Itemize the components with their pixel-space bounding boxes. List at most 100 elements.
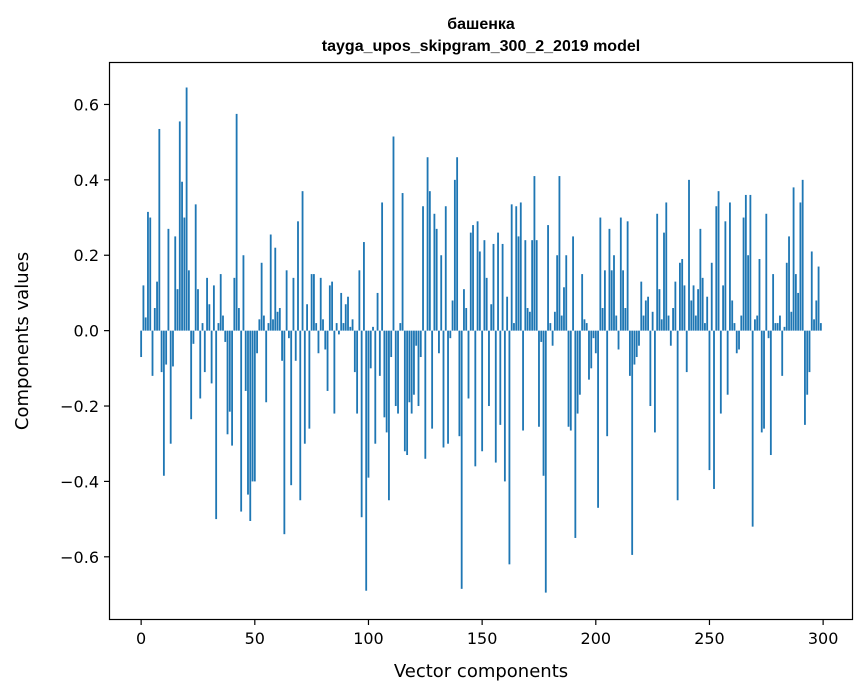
bar bbox=[142, 285, 145, 331]
bar bbox=[267, 323, 270, 331]
bar bbox=[319, 277, 322, 331]
bar bbox=[301, 191, 304, 331]
bar bbox=[656, 213, 659, 331]
bar bbox=[735, 330, 738, 354]
bar bbox=[340, 292, 343, 331]
bar bbox=[647, 296, 649, 331]
bar bbox=[483, 240, 486, 331]
bar bbox=[578, 330, 581, 395]
bar bbox=[253, 330, 256, 482]
bar bbox=[347, 296, 349, 331]
bar bbox=[658, 289, 661, 331]
bar bbox=[626, 221, 629, 331]
bar bbox=[226, 330, 229, 435]
bar bbox=[378, 330, 381, 376]
bar bbox=[310, 274, 313, 331]
bar bbox=[458, 330, 461, 437]
bar bbox=[806, 330, 809, 395]
bar bbox=[547, 225, 549, 331]
bar bbox=[344, 304, 347, 331]
bar bbox=[651, 311, 654, 331]
x-tick-label: 250 bbox=[694, 629, 725, 648]
bar bbox=[160, 330, 163, 373]
bar bbox=[365, 330, 368, 591]
bar bbox=[613, 255, 615, 331]
bar bbox=[424, 330, 427, 459]
bar bbox=[583, 319, 586, 331]
bar bbox=[692, 285, 695, 331]
bar bbox=[417, 330, 420, 407]
bar bbox=[283, 330, 286, 535]
bar bbox=[428, 191, 431, 331]
chart-title: башенка bbox=[447, 16, 515, 33]
bar bbox=[290, 330, 293, 486]
bar bbox=[553, 311, 556, 331]
bar bbox=[194, 204, 197, 331]
bar bbox=[222, 315, 224, 331]
bar bbox=[460, 330, 463, 589]
bar bbox=[813, 319, 815, 331]
bar bbox=[729, 202, 731, 331]
bar bbox=[701, 277, 704, 331]
bar bbox=[153, 308, 156, 331]
bar bbox=[478, 251, 481, 331]
bar bbox=[303, 330, 306, 444]
bar bbox=[672, 308, 674, 331]
x-tick-label: 200 bbox=[581, 629, 612, 648]
bar bbox=[649, 330, 652, 407]
bar bbox=[567, 330, 570, 427]
bar bbox=[228, 330, 231, 412]
bar bbox=[817, 266, 820, 331]
bar bbox=[278, 308, 281, 331]
bar bbox=[490, 304, 493, 331]
y-axis-label: Components values bbox=[12, 252, 33, 430]
y-tick-label: 0.2 bbox=[74, 246, 99, 265]
bar bbox=[385, 330, 388, 433]
bar bbox=[783, 326, 786, 331]
bar bbox=[408, 330, 411, 403]
bar bbox=[206, 277, 208, 331]
bar bbox=[628, 330, 631, 376]
bar bbox=[763, 330, 765, 429]
bar bbox=[663, 232, 665, 331]
bar bbox=[488, 330, 490, 407]
bar bbox=[810, 251, 813, 331]
bar bbox=[499, 330, 502, 425]
bar bbox=[622, 270, 624, 331]
bar bbox=[731, 300, 734, 331]
bar bbox=[201, 323, 204, 331]
bar bbox=[799, 202, 802, 331]
bar bbox=[203, 330, 206, 373]
bar bbox=[765, 213, 768, 331]
bar bbox=[751, 330, 754, 527]
bar bbox=[422, 206, 424, 331]
bar bbox=[624, 308, 627, 331]
bar bbox=[149, 217, 152, 331]
bar bbox=[569, 330, 572, 431]
bar bbox=[704, 323, 706, 331]
chart-subtitle: tayga_upos_skipgram_300_2_2019 model bbox=[322, 38, 640, 55]
bar bbox=[560, 315, 563, 331]
bar bbox=[526, 308, 529, 331]
bar bbox=[769, 330, 772, 456]
bar bbox=[808, 330, 811, 373]
bar bbox=[713, 330, 715, 489]
bar bbox=[683, 285, 686, 331]
bar bbox=[815, 300, 818, 331]
bar bbox=[517, 236, 520, 331]
bar bbox=[697, 289, 700, 331]
bar bbox=[535, 240, 538, 331]
bar bbox=[710, 262, 713, 331]
bar bbox=[322, 319, 324, 331]
bar bbox=[167, 228, 170, 331]
bar bbox=[210, 330, 213, 384]
bar bbox=[572, 236, 574, 331]
bar bbox=[406, 330, 409, 456]
bar bbox=[465, 308, 468, 331]
bar bbox=[565, 255, 568, 331]
bar bbox=[217, 323, 220, 331]
bar bbox=[494, 330, 497, 463]
bar bbox=[240, 330, 243, 512]
bar bbox=[506, 296, 509, 331]
x-tick-label: 150 bbox=[467, 629, 498, 648]
